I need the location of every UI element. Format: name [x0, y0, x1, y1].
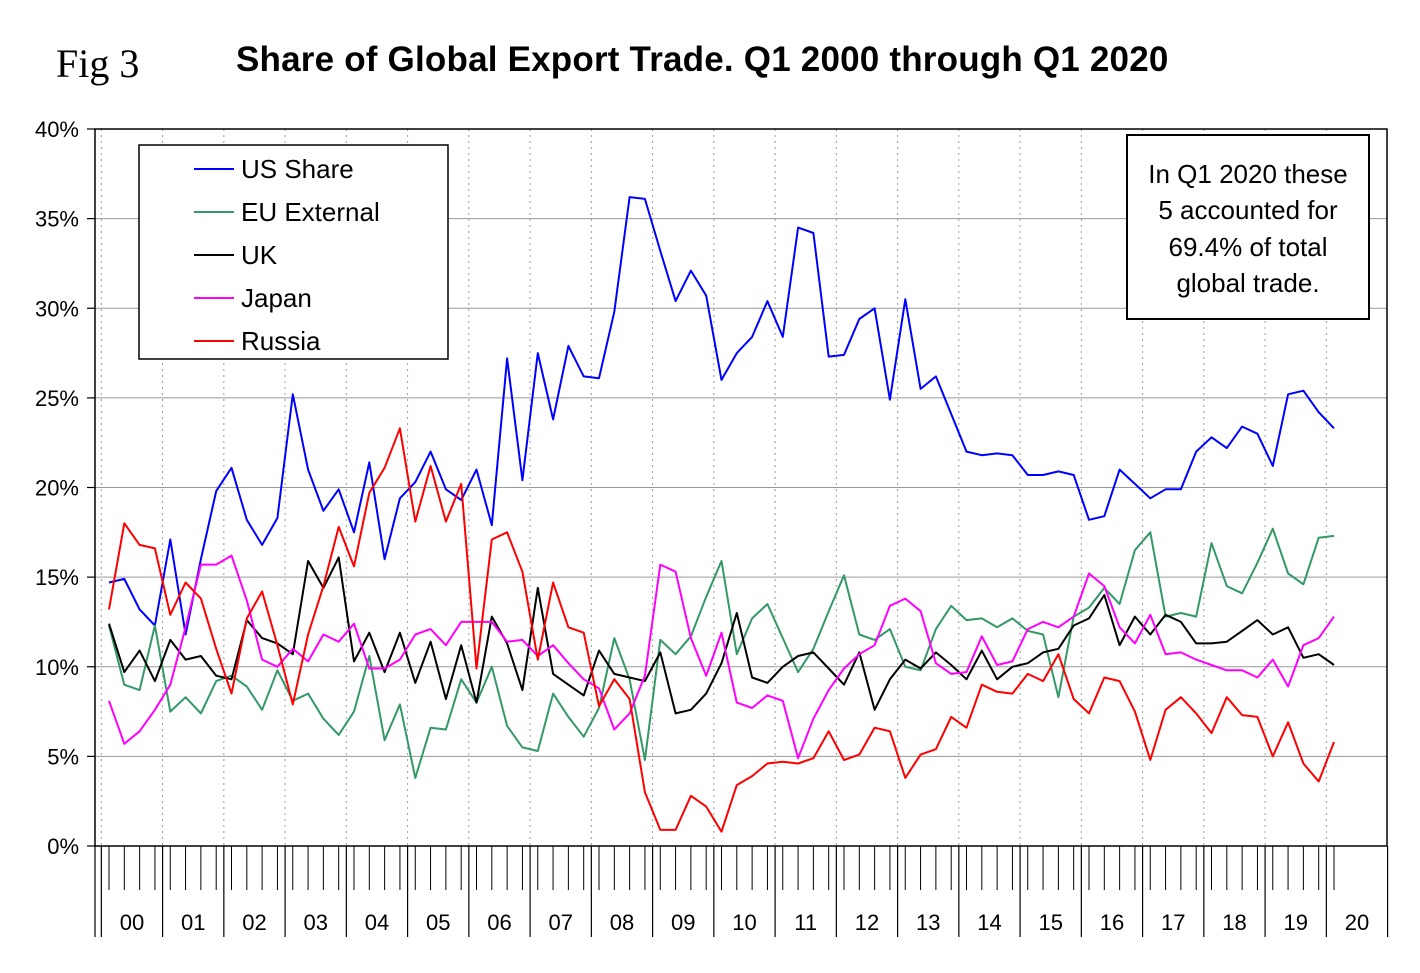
legend-label-0: US Share	[241, 154, 354, 184]
series-line-3	[108, 554, 1335, 760]
note-line-3: 69.4% of total	[1169, 232, 1328, 262]
x-tick-label: 13	[916, 910, 940, 935]
x-axis: 00 01 02 03 04 05 06 07 08 09 10 11 12 13 14 15 16 17 18 19…	[94, 846, 1389, 937]
x-tick-label: 06	[487, 910, 511, 935]
y-tick-label: 40%	[35, 117, 79, 142]
x-tick-label: 15	[1038, 910, 1062, 935]
x-tick-label: 03	[303, 910, 327, 935]
x-tick-label: 09	[671, 910, 695, 935]
legend-box	[138, 144, 449, 360]
y-tick-label: 25%	[35, 386, 79, 411]
y-tick-label: 30%	[35, 296, 79, 321]
x-tick-label: 12	[855, 910, 879, 935]
series-line-1	[108, 527, 1335, 779]
y-tick-label: 5%	[47, 744, 79, 769]
y-tick-label: 15%	[35, 565, 79, 590]
x-tick-label: 14	[977, 910, 1001, 935]
y-tick-label: 0%	[47, 834, 79, 859]
legend-label-2: UK	[241, 240, 278, 270]
x-tick-label: 02	[242, 910, 266, 935]
series-line-4	[108, 427, 1335, 833]
chart-title: Share of Global Export Trade. Q1 2000 th…	[236, 40, 1169, 79]
x-tick-label: 01	[181, 910, 205, 935]
x-tick-label: 17	[1161, 910, 1185, 935]
y-tick-label: 20%	[35, 476, 79, 501]
x-tick-label: 05	[426, 910, 450, 935]
x-tick-label: 11	[794, 910, 817, 935]
x-tick-label: 04	[365, 910, 389, 935]
note-frame	[1126, 134, 1370, 320]
y-tick-label: 35%	[35, 207, 79, 232]
fig-label: Fig 3	[56, 41, 140, 86]
x-tick-label: 18	[1222, 910, 1246, 935]
y-axis-ticks: 0% 5% 10% 15% 20% 25% 30% 35% 40%	[35, 117, 95, 859]
x-tick-label: 20	[1345, 910, 1369, 935]
y-tick-label: 10%	[35, 655, 79, 680]
legend-label-4: Russia	[241, 326, 321, 356]
legend-label-3: Japan	[241, 283, 312, 313]
note-line-2: 5 accounted for	[1158, 195, 1338, 225]
note-box: In Q1 2020 these 5 accounted for 69.4% o…	[1126, 134, 1370, 320]
series-line-2	[108, 556, 1335, 715]
note-line-4: global trade.	[1176, 268, 1319, 298]
legend: US Share EU External UK Japan Russia	[138, 144, 449, 360]
x-tick-label: 19	[1283, 910, 1307, 935]
series-lines	[108, 196, 1335, 833]
series-line-0	[108, 196, 1335, 636]
note-line-1: In Q1 2020 these	[1148, 159, 1347, 189]
x-tick-label: 08	[610, 910, 634, 935]
x-tick-label: 10	[732, 910, 756, 935]
x-tick-label: 00	[120, 910, 144, 935]
x-tick-label: 07	[548, 910, 572, 935]
legend-label-1: EU External	[241, 197, 380, 227]
x-tick-label: 16	[1100, 910, 1124, 935]
